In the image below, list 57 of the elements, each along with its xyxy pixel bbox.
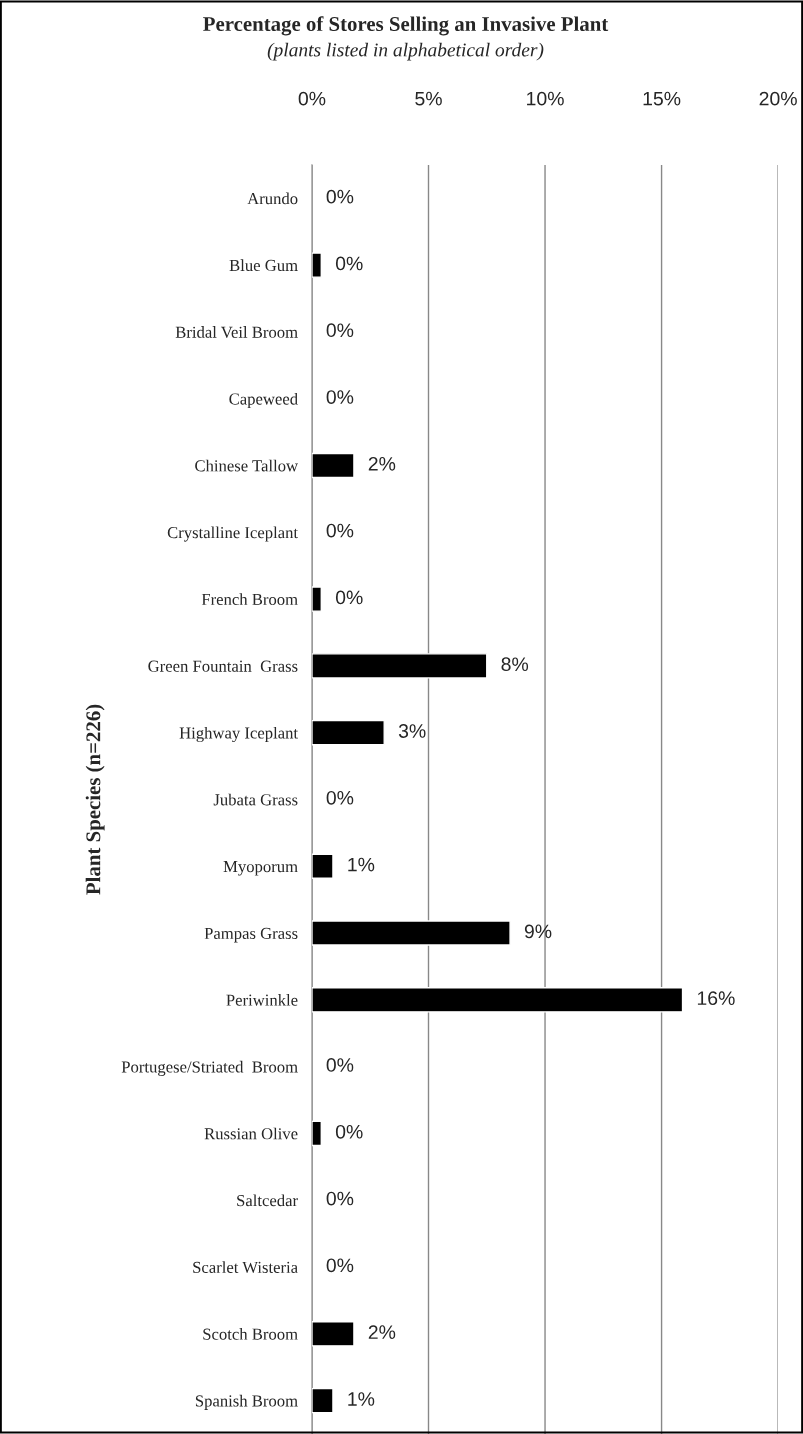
- bar: [311, 1321, 355, 1347]
- y-tick-label: Chinese Tallow: [195, 459, 298, 472]
- chart-subtitle: (plants listed in alphabetical order): [267, 42, 544, 61]
- bar: [311, 853, 334, 879]
- y-tick-label: Myoporum: [223, 861, 298, 876]
- bar: [311, 1387, 334, 1414]
- y-tick-label: Arundo: [247, 192, 298, 205]
- data-label: 9%: [524, 924, 552, 939]
- bar: [311, 252, 322, 278]
- data-label: 3%: [398, 724, 426, 738]
- data-label: 2%: [368, 1325, 396, 1339]
- y-tick-label: Scotch Broom: [203, 1328, 298, 1340]
- y-tick-label: Portugese/Striated Broom: [121, 1060, 298, 1077]
- data-label: 0%: [335, 256, 363, 271]
- data-label: 0%: [326, 323, 354, 338]
- x-tick-label: 10%: [527, 91, 564, 106]
- data-label: 8%: [501, 657, 529, 672]
- data-label: 0%: [326, 1258, 354, 1273]
- y-tick-label: Spanish Broom: [195, 1394, 298, 1410]
- bar: [311, 719, 385, 746]
- data-label: 0%: [326, 189, 354, 204]
- y-tick-label: Scarlet Wisteria: [193, 1261, 298, 1274]
- chart-title: Percentage of Stores Selling an Invasive Plant: [203, 16, 609, 36]
- y-tick-label: Capeweed: [229, 392, 298, 409]
- y-tick-label: Jubata Grass: [213, 793, 298, 806]
- y-tick-label: Bridal Veil Broom: [175, 326, 298, 338]
- bar: [311, 1120, 322, 1147]
- y-tick-label: Crystalline Iceplant: [167, 526, 298, 542]
- bar: [311, 920, 511, 946]
- y-tick-label: Blue Gum: [229, 259, 298, 272]
- x-tick-label: 5%: [415, 91, 442, 106]
- x-tick-label: 20%: [759, 91, 797, 106]
- data-label: 0%: [326, 790, 354, 805]
- bar: [311, 586, 322, 612]
- data-label: 0%: [326, 1191, 354, 1206]
- y-tick-label: Russian Olive: [204, 1127, 298, 1140]
- bar: [311, 987, 684, 1013]
- data-label: 0%: [326, 390, 354, 404]
- data-label: 0%: [326, 523, 354, 538]
- x-tick-label: 15%: [643, 91, 681, 106]
- y-tick-label: Pampas Grass: [204, 927, 298, 943]
- bar: [311, 653, 488, 679]
- y-tick-label: Saltcedar: [237, 1194, 298, 1207]
- data-label: 0%: [335, 590, 363, 605]
- data-label: 16%: [697, 991, 735, 1006]
- data-label: 0%: [335, 1124, 363, 1139]
- y-tick-label: Periwinkle: [226, 994, 298, 1006]
- bar: [311, 452, 355, 479]
- data-label: 1%: [348, 1392, 375, 1406]
- y-tick-label: Highway Iceplant: [179, 726, 298, 743]
- data-label: 2%: [368, 456, 396, 471]
- data-label: 0%: [326, 1058, 354, 1072]
- y-axis-title: Plant Species (n=226): [85, 704, 105, 895]
- data-label: 1%: [348, 857, 375, 872]
- y-tick-label: French Broom: [201, 593, 298, 606]
- x-tick-label: 0%: [298, 91, 326, 106]
- y-tick-label: Green Fountain Grass: [148, 660, 298, 672]
